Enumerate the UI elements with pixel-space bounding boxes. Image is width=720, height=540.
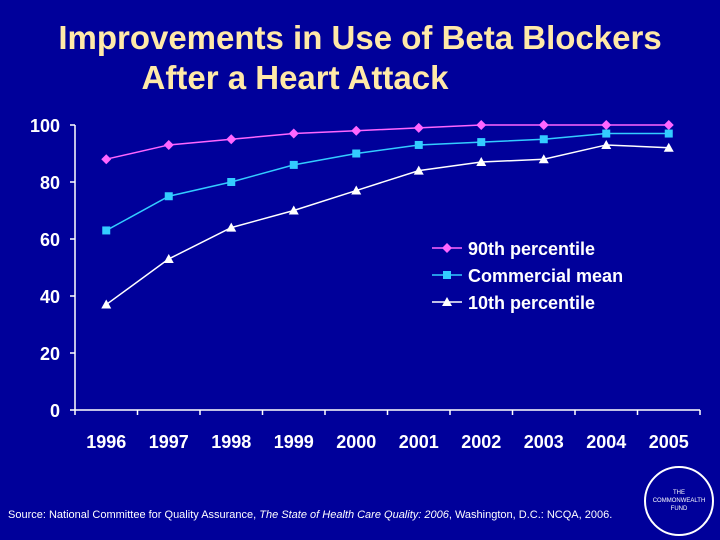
data-point — [226, 222, 237, 232]
series-line-2 — [105, 132, 669, 232]
logo-line-1: THE — [673, 490, 685, 496]
y-tick-label: 0 — [50, 401, 60, 421]
title-line-2: After a Heart Attack — [141, 59, 449, 96]
data-point — [101, 154, 112, 165]
x-tick-label: 2003 — [524, 432, 564, 452]
data-point — [539, 135, 548, 144]
data-point — [351, 125, 362, 136]
legend-label: 10th percentile — [468, 293, 595, 313]
logo-line-2: COMMONWEALTH — [652, 498, 706, 504]
y-tick-label: 60 — [40, 230, 60, 250]
data-point — [663, 120, 674, 130]
legend-label: 90th percentile — [468, 239, 595, 259]
y-tick-label: 100 — [30, 116, 60, 136]
data-point — [538, 154, 549, 164]
data-point — [663, 142, 674, 152]
data-point — [476, 120, 487, 130]
data-point — [601, 139, 612, 149]
source-prefix: Source: National Committee for Quality A… — [8, 509, 260, 521]
data-point — [163, 253, 174, 263]
series-line-1 — [106, 124, 669, 160]
data-point — [351, 185, 362, 195]
slide-title: Improvements in Use of Beta Blockers Aft… — [0, 18, 720, 98]
data-point — [288, 205, 299, 215]
legend-marker — [442, 243, 452, 253]
x-tick-label: 2000 — [336, 432, 376, 452]
x-tick-label: 1997 — [149, 432, 189, 452]
data-point — [538, 120, 549, 130]
x-tick-label: 1999 — [274, 432, 314, 452]
data-point — [664, 129, 673, 138]
data-point — [288, 128, 299, 139]
series-line-3 — [105, 144, 669, 306]
legend-marker — [442, 297, 452, 306]
data-point — [602, 129, 611, 138]
data-point — [413, 122, 424, 133]
commonwealth-fund-logo: THE COMMONWEALTH FUND — [644, 466, 714, 536]
source-note: Source: National Committee for Quality A… — [8, 508, 638, 522]
data-point — [477, 138, 486, 147]
y-tick-label: 40 — [40, 287, 60, 307]
data-point — [413, 165, 424, 175]
x-tick-label: 2005 — [649, 432, 689, 452]
data-point — [352, 149, 361, 158]
source-title: The State of Health Care Quality: 2006 — [259, 509, 449, 521]
data-point — [226, 134, 237, 145]
logo-line-3: FUND — [670, 506, 688, 512]
title-line-1: Improvements in Use of Beta Blockers — [58, 19, 662, 56]
data-point — [164, 192, 173, 201]
y-tick-label: 80 — [40, 173, 60, 193]
data-point — [163, 139, 174, 150]
x-tick-label: 2001 — [399, 432, 439, 452]
data-point — [476, 157, 487, 167]
x-tick-label: 1998 — [211, 432, 251, 452]
line-chart: 0 20 40 60 80 100 1996 1997 1998 1999 2000 2001 2002… — [30, 116, 701, 452]
data-point — [227, 178, 236, 186]
x-tick-label: 2002 — [461, 432, 501, 452]
data-point — [102, 226, 111, 235]
data-point — [601, 120, 612, 130]
legend-marker — [443, 271, 451, 279]
data-point — [414, 140, 423, 149]
y-tick-label: 20 — [40, 344, 60, 364]
data-point — [289, 160, 298, 169]
source-suffix: , Washington, D.C.: NCQA, 2006. — [448, 509, 613, 521]
x-tick-label: 2004 — [586, 432, 626, 452]
data-point — [101, 299, 112, 309]
x-tick-label: 1996 — [86, 432, 126, 452]
legend-label: Commercial mean — [468, 266, 623, 286]
